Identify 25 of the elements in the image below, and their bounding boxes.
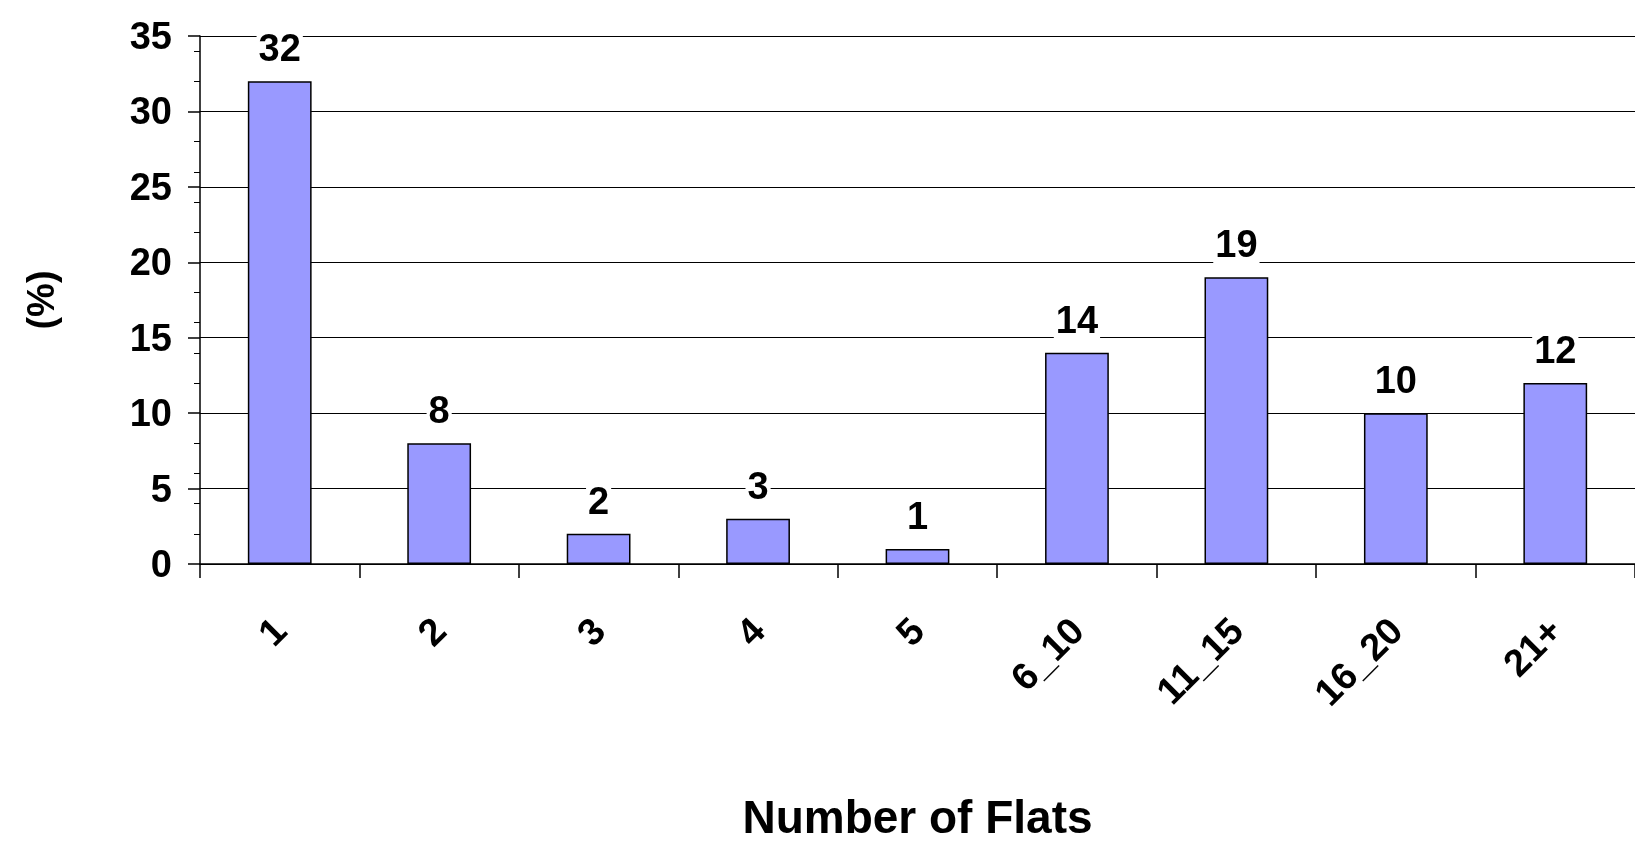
- y-tick-label: 10: [129, 392, 172, 435]
- data-label: 32: [258, 27, 301, 70]
- y-tick-label: 20: [129, 241, 172, 284]
- x-tick-label: 3: [568, 609, 614, 654]
- data-label: 1: [906, 494, 929, 537]
- data-label: 8: [428, 389, 450, 432]
- data-label: 10: [1374, 359, 1417, 402]
- x-tick-label: 2: [409, 609, 455, 654]
- y-axis-title: (%): [20, 270, 62, 330]
- y-tick-label: 30: [129, 90, 172, 133]
- x-tick-label: 4: [728, 609, 773, 654]
- x-axis-title: Number of Flats: [742, 791, 1093, 843]
- y-tick-label: 15: [129, 316, 172, 359]
- data-label: 2: [588, 479, 610, 522]
- data-label: 12: [1534, 328, 1577, 371]
- x-tick-label: 21+: [1494, 609, 1571, 685]
- y-tick-label: 35: [129, 15, 172, 57]
- y-tick-label: 0: [150, 543, 172, 585]
- data-label: 3: [747, 464, 769, 507]
- y-tick-label: 25: [129, 165, 172, 208]
- x-tick-label: 1: [249, 609, 295, 654]
- x-tick-label: 5: [887, 609, 933, 654]
- data-label: 14: [1055, 298, 1099, 341]
- y-tick-label: 5: [150, 467, 172, 510]
- data-label: 19: [1215, 223, 1258, 266]
